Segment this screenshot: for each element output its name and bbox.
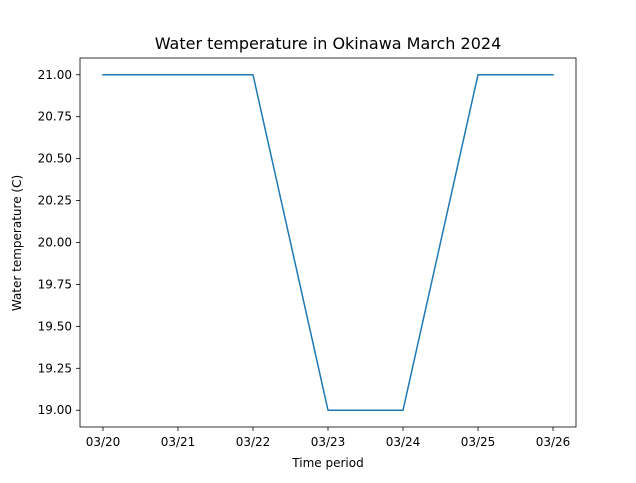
x-tick-label: 03/25 [461,435,496,449]
series-line [102,74,554,411]
x-tick-label: 03/22 [236,435,271,449]
y-tick-label: 19.50 [38,319,72,333]
x-tick-label: 03/23 [311,435,346,449]
x-tick-label: 03/24 [386,435,421,449]
y-axis-label: Water temperature (C) [10,175,24,311]
y-tick-label: 21.00 [38,68,72,82]
axes-frame [79,57,577,428]
y-tick-label: 19.75 [38,277,72,291]
plot-area: 19.00 19.25 19.50 19.75 20.00 20.25 20.50 20.75… [38,57,577,449]
x-tick-label: 03/26 [536,435,571,449]
y-tick-label: 20.50 [38,152,72,166]
x-tick-label: 03/21 [161,435,196,449]
chart-title: Water temperature in Okinawa March 2024 [155,34,502,53]
y-tick-label: 19.00 [38,403,72,417]
y-tick-label: 19.25 [38,361,72,375]
x-tick-label: 03/20 [86,435,121,449]
y-tick-label: 20.25 [38,194,72,208]
y-tick-label: 20.00 [38,236,72,250]
x-axis-label: Time period [291,456,363,470]
y-tick-label: 20.75 [38,110,72,124]
